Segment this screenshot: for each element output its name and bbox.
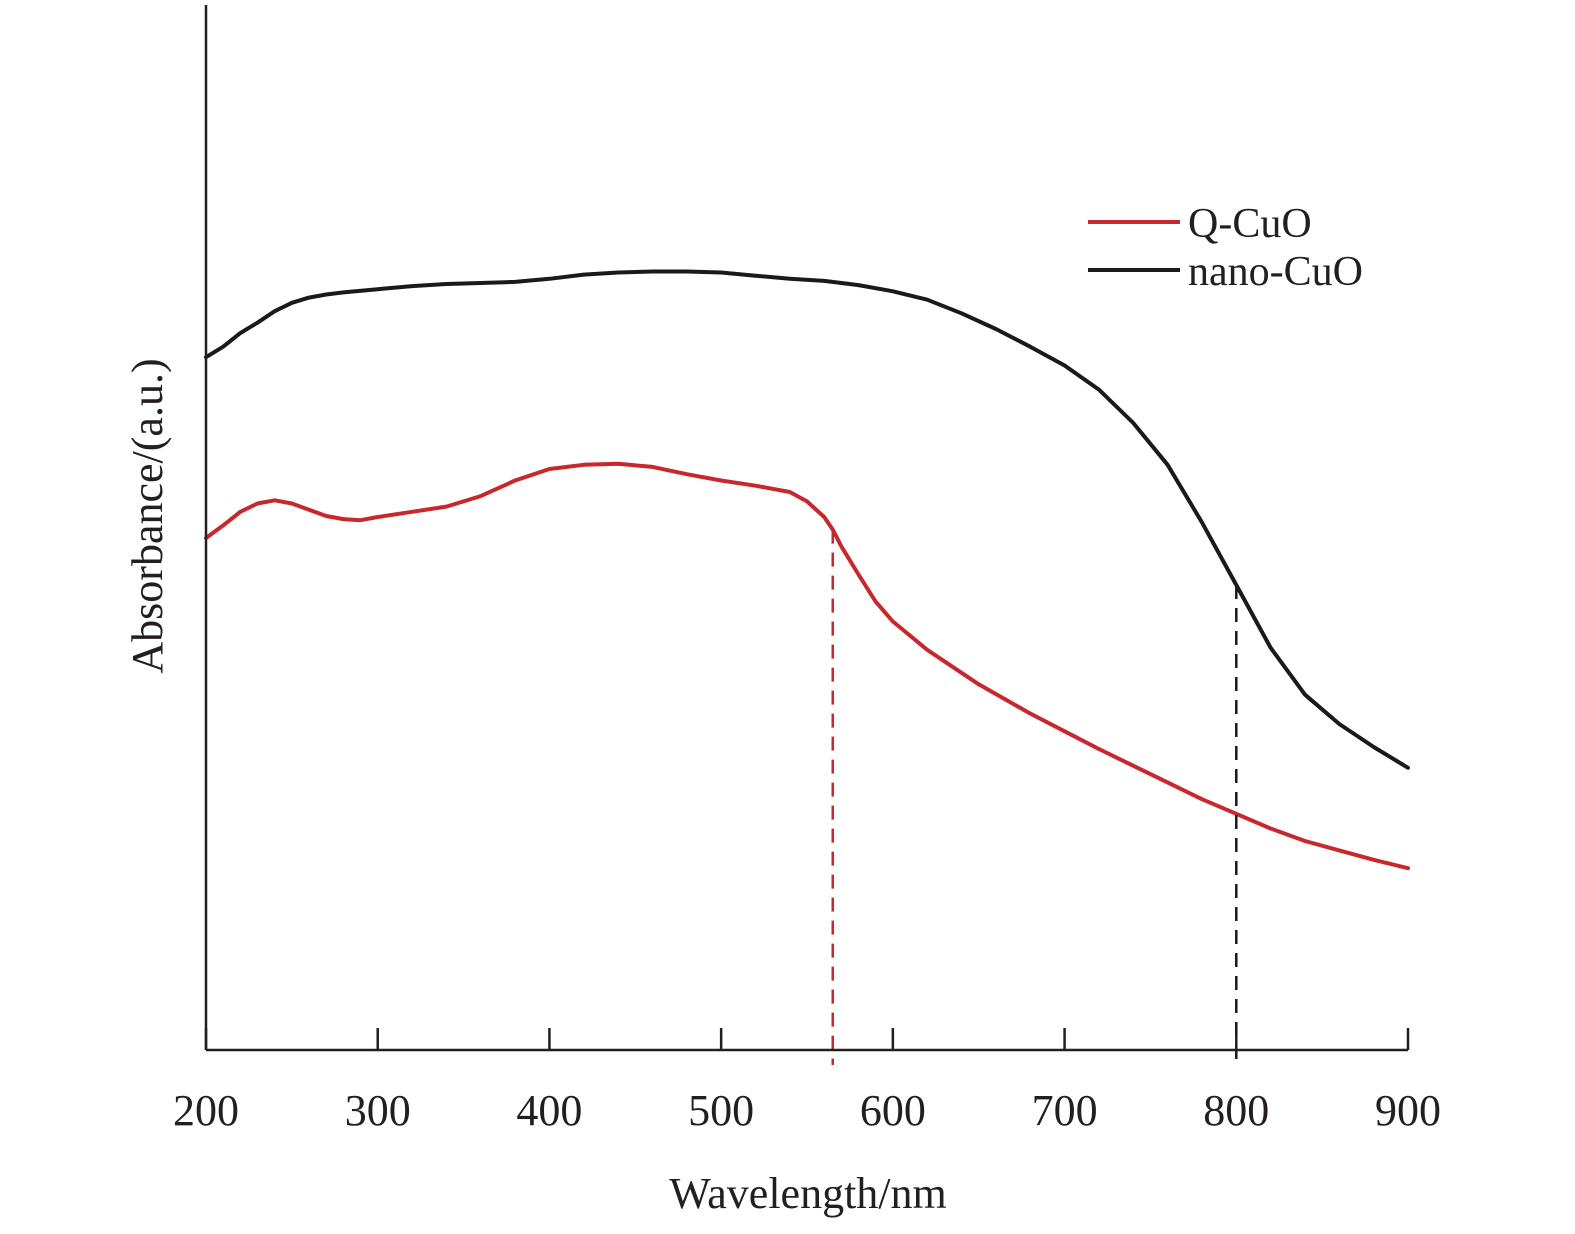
- x-tick-label: 500: [688, 1086, 754, 1135]
- x-axis-title: Wavelength/nm: [669, 1169, 947, 1218]
- x-tick-label: 700: [1032, 1086, 1098, 1135]
- x-axis-ticks: 200 300 400 500 600 700 800 900: [173, 1028, 1441, 1135]
- series-line-nano-cuo: [204, 269, 1410, 770]
- legend-label-q-cuo: Q-CuO: [1188, 201, 1312, 247]
- legend-label-nano-cuo: nano-CuO: [1188, 249, 1363, 295]
- x-tick-label: 600: [860, 1086, 926, 1135]
- x-tick-label: 400: [516, 1086, 582, 1135]
- y-axis-title: Absorbance/(a.u.): [123, 358, 172, 673]
- x-tick-label: 300: [345, 1086, 411, 1135]
- x-tick-label: 900: [1375, 1086, 1441, 1135]
- series-line-q-cuo: [204, 461, 1410, 871]
- x-tick-label: 800: [1203, 1086, 1269, 1135]
- plot-area: [204, 269, 1410, 1065]
- x-tick-label: 200: [173, 1086, 239, 1135]
